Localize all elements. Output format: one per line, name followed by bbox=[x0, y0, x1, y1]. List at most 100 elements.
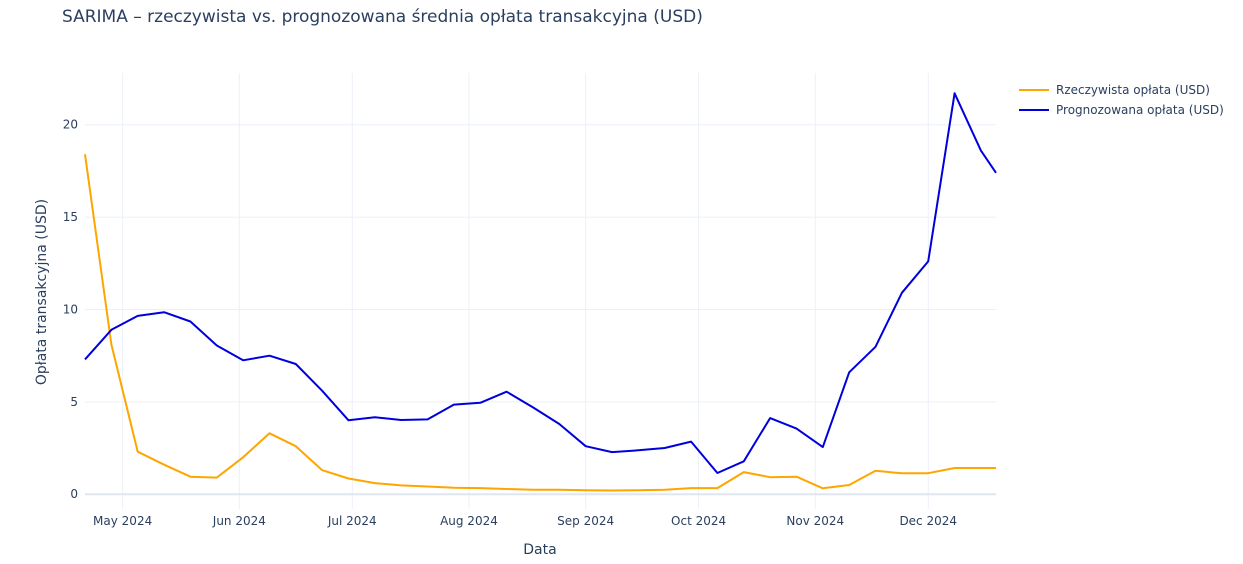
data-point bbox=[875, 470, 877, 472]
data-point bbox=[506, 391, 508, 393]
data-point bbox=[110, 329, 112, 331]
data-point bbox=[348, 478, 350, 480]
x-tick-label: Oct 2024 bbox=[671, 514, 726, 528]
data-point bbox=[189, 321, 191, 323]
x-tick-label: Jul 2024 bbox=[327, 514, 377, 528]
gridlines bbox=[85, 73, 996, 509]
x-tick-label: Nov 2024 bbox=[786, 514, 844, 528]
x-tick-label: Sep 2024 bbox=[557, 514, 614, 528]
data-point bbox=[690, 487, 692, 489]
data-point bbox=[927, 260, 929, 262]
data-point bbox=[532, 489, 534, 491]
x-tick-label: Aug 2024 bbox=[440, 514, 498, 528]
data-point bbox=[611, 490, 613, 492]
legend: Rzeczywista opłata (USD) Prognozowana opł… bbox=[1019, 83, 1224, 117]
data-point bbox=[558, 423, 560, 425]
data-point bbox=[796, 428, 798, 430]
data-point bbox=[374, 416, 376, 418]
data-point bbox=[822, 446, 824, 448]
data-point bbox=[848, 484, 850, 486]
data-point bbox=[189, 476, 191, 478]
data-point bbox=[585, 445, 587, 447]
series-line bbox=[84, 92, 997, 474]
legend-label: Prognozowana opłata (USD) bbox=[1056, 103, 1224, 117]
data-point bbox=[242, 456, 244, 458]
data-point bbox=[479, 402, 481, 404]
data-point bbox=[269, 432, 271, 434]
data-point bbox=[137, 315, 139, 317]
y-axis-title: Opłata transakcyjna (USD) bbox=[34, 199, 50, 385]
series-lines bbox=[84, 92, 997, 492]
legend-label: Rzeczywista opłata (USD) bbox=[1056, 83, 1210, 97]
data-point bbox=[400, 484, 402, 486]
data-point bbox=[163, 311, 165, 313]
data-point bbox=[348, 419, 350, 421]
data-point bbox=[954, 467, 956, 469]
data-point bbox=[216, 345, 218, 347]
data-point bbox=[637, 449, 639, 451]
data-point bbox=[84, 358, 86, 360]
data-point bbox=[637, 489, 639, 491]
data-point bbox=[980, 150, 982, 152]
x-axis-title: Data bbox=[523, 542, 556, 558]
data-point bbox=[558, 489, 560, 491]
data-point bbox=[690, 441, 692, 443]
data-point bbox=[769, 476, 771, 478]
y-tick-label: 10 bbox=[63, 302, 78, 316]
series-forecast bbox=[84, 92, 997, 474]
data-point bbox=[901, 472, 903, 474]
x-tick-label: May 2024 bbox=[93, 514, 152, 528]
y-tick-label: 15 bbox=[63, 210, 78, 224]
data-point bbox=[980, 467, 982, 469]
data-point bbox=[585, 489, 587, 491]
data-point bbox=[664, 489, 666, 491]
data-point bbox=[374, 482, 376, 484]
data-point bbox=[901, 292, 903, 294]
data-point bbox=[453, 404, 455, 406]
y-tick-label: 20 bbox=[63, 118, 78, 132]
x-axis-ticks: May 2024 Jun 2024 Jul 2024 Aug 2024 Sep 2024… bbox=[93, 514, 957, 528]
data-point bbox=[163, 464, 165, 466]
data-point bbox=[716, 487, 718, 489]
data-point bbox=[848, 371, 850, 373]
y-tick-label: 5 bbox=[70, 395, 78, 409]
data-point bbox=[995, 172, 997, 174]
data-point bbox=[716, 472, 718, 474]
data-point bbox=[110, 344, 112, 346]
data-point bbox=[269, 355, 271, 357]
data-point bbox=[954, 92, 956, 94]
data-point bbox=[995, 467, 997, 469]
chart-title: SARIMA – rzeczywista vs. prognozowana śr… bbox=[62, 7, 703, 27]
data-point bbox=[532, 406, 534, 408]
data-point bbox=[216, 477, 218, 479]
legend-item: Rzeczywista opłata (USD) bbox=[1019, 83, 1210, 97]
data-point bbox=[611, 451, 613, 453]
legend-item: Prognozowana opłata (USD) bbox=[1019, 103, 1224, 117]
data-point bbox=[400, 419, 402, 421]
data-point bbox=[427, 418, 429, 420]
data-point bbox=[84, 153, 86, 155]
data-point bbox=[242, 359, 244, 361]
y-axis-ticks: 0 5 10 15 20 bbox=[63, 118, 78, 501]
data-point bbox=[506, 488, 508, 490]
data-point bbox=[875, 346, 877, 348]
data-point bbox=[295, 445, 297, 447]
data-point bbox=[453, 487, 455, 489]
data-point bbox=[479, 487, 481, 489]
data-point bbox=[321, 469, 323, 471]
data-point bbox=[769, 417, 771, 419]
data-point bbox=[927, 472, 929, 474]
x-tick-label: Jun 2024 bbox=[212, 514, 266, 528]
series-line bbox=[84, 154, 996, 492]
y-tick-label: 0 bbox=[70, 487, 78, 501]
data-point bbox=[743, 471, 745, 473]
data-point bbox=[822, 487, 824, 489]
data-point bbox=[295, 363, 297, 365]
data-point bbox=[321, 390, 323, 392]
data-point bbox=[743, 460, 745, 462]
data-point bbox=[796, 476, 798, 478]
data-point bbox=[137, 451, 139, 453]
data-point bbox=[664, 447, 666, 449]
data-point bbox=[427, 486, 429, 488]
